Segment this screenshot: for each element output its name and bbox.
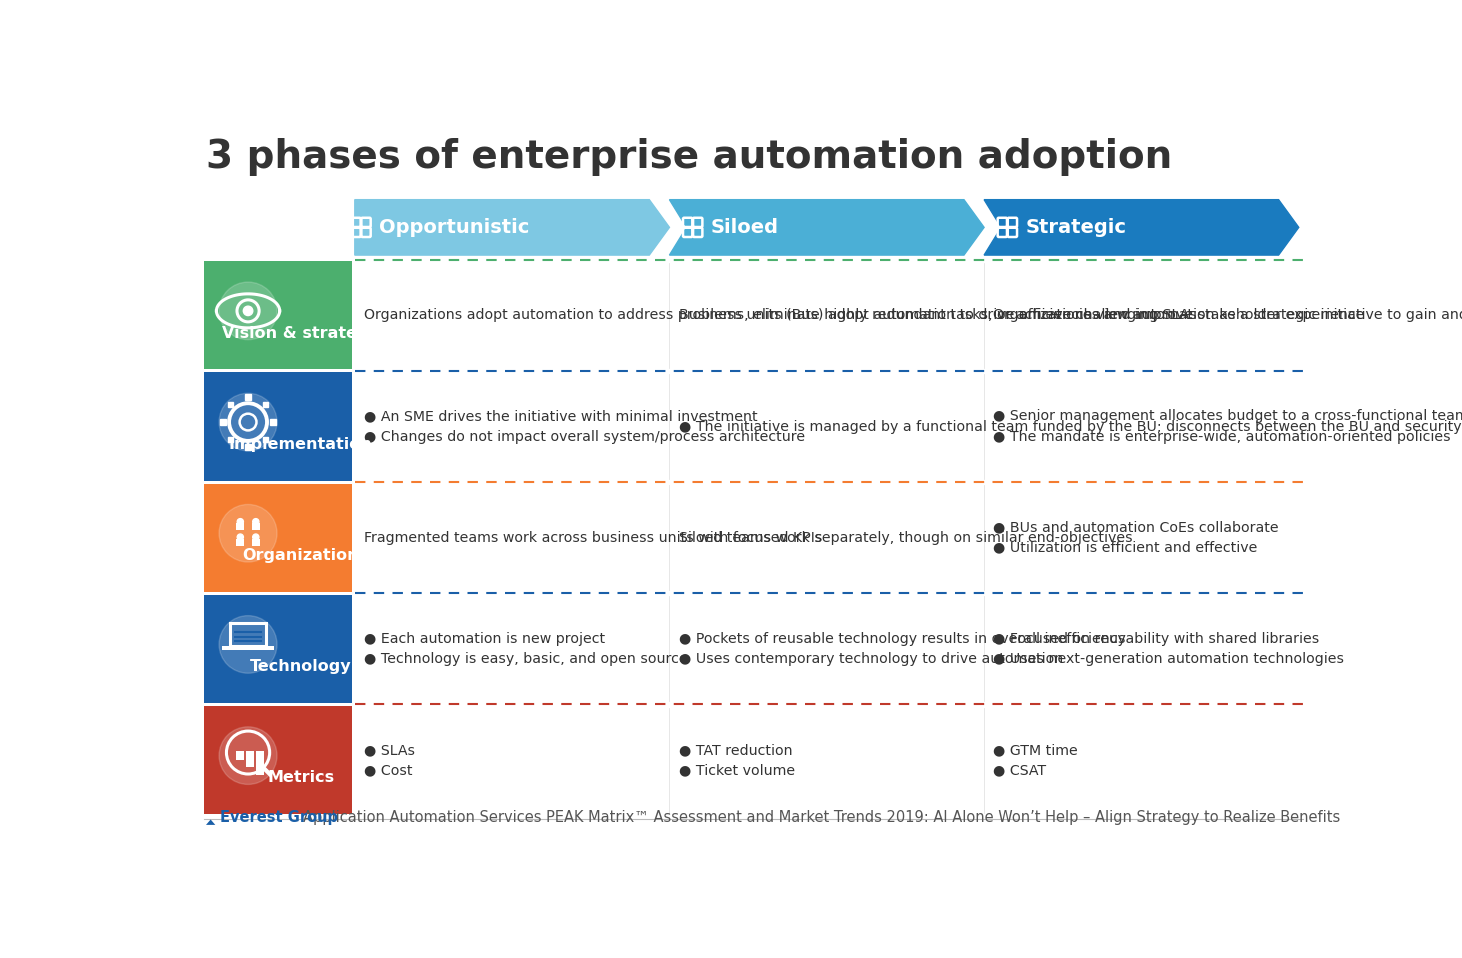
Text: Opportunistic: Opportunistic <box>379 217 529 237</box>
Text: Business units (Bus) adopt automation to drive efficiencies and improve stakehol: Business units (Bus) adopt automation to… <box>678 308 1364 322</box>
FancyBboxPatch shape <box>205 706 352 814</box>
Circle shape <box>219 505 276 562</box>
Text: Strategic: Strategic <box>1025 217 1126 237</box>
Circle shape <box>219 727 276 785</box>
Text: Vision & strategy: Vision & strategy <box>222 326 379 341</box>
Circle shape <box>253 534 259 540</box>
Bar <box>270 420 276 424</box>
Bar <box>263 401 269 407</box>
Bar <box>230 624 266 646</box>
Bar <box>237 523 244 530</box>
Circle shape <box>219 616 276 673</box>
Circle shape <box>237 534 243 540</box>
Text: Technology: Technology <box>250 659 351 674</box>
Text: ● BUs and automation CoEs collaborate
● Utilization is efficient and effective: ● BUs and automation CoEs collaborate ● … <box>993 520 1279 555</box>
FancyBboxPatch shape <box>205 262 352 370</box>
FancyBboxPatch shape <box>205 373 352 481</box>
Bar <box>221 420 225 424</box>
Text: ● Focused on reusability with shared libraries
● Uses next-generation automation: ● Focused on reusability with shared lib… <box>993 632 1345 666</box>
Circle shape <box>219 282 276 340</box>
Text: Organizations adopt automation to address problems, eliminate highly redundant t: Organizations adopt automation to addres… <box>364 308 1197 322</box>
FancyBboxPatch shape <box>205 484 352 592</box>
Polygon shape <box>670 199 984 255</box>
Circle shape <box>237 518 243 525</box>
Text: ● GTM time
● CSAT: ● GTM time ● CSAT <box>993 743 1077 777</box>
Bar <box>256 751 263 775</box>
Bar <box>263 437 269 443</box>
Text: Organization: Organization <box>243 548 360 563</box>
Text: Everest Group: Everest Group <box>219 810 338 825</box>
FancyBboxPatch shape <box>205 595 352 703</box>
Bar <box>251 538 260 545</box>
Text: ● Senior management allocates budget to a cross-functional team
● The mandate is: ● Senior management allocates budget to … <box>993 409 1462 444</box>
Text: Fragmented teams work across business units with focused KPIs: Fragmented teams work across business un… <box>364 531 823 545</box>
Text: Implementation: Implementation <box>228 437 373 452</box>
Bar <box>246 395 251 399</box>
Text: ● Pockets of reusable technology results in overall inefficiency
● Uses contempo: ● Pockets of reusable technology results… <box>678 632 1126 666</box>
Text: Siloed teams work separately, though on similar end-objectives: Siloed teams work separately, though on … <box>678 531 1133 545</box>
Circle shape <box>253 518 259 525</box>
Bar <box>246 445 251 449</box>
Text: Organizations view automation as a strategic initiative to gain and sustain comp: Organizations view automation as a strat… <box>993 308 1462 322</box>
Text: ● TAT reduction
● Ticket volume: ● TAT reduction ● Ticket volume <box>678 743 795 777</box>
Text: Application Automation Services PEAK Matrix™ Assessment and Market Trends 2019: : Application Automation Services PEAK Mat… <box>303 810 1341 825</box>
Circle shape <box>243 307 253 315</box>
Bar <box>237 751 244 760</box>
Bar <box>251 523 260 530</box>
Circle shape <box>219 393 276 451</box>
Polygon shape <box>206 819 215 825</box>
Text: Metrics: Metrics <box>268 770 335 786</box>
Text: ● An SME drives the initiative with minimal investment
● Changes do not impact o: ● An SME drives the initiative with mini… <box>364 409 806 444</box>
Text: ● The initiative is managed by a functional team funded by the BU; disconnects b: ● The initiative is managed by a functio… <box>678 420 1462 434</box>
Polygon shape <box>984 199 1298 255</box>
Text: 3 phases of enterprise automation adoption: 3 phases of enterprise automation adopti… <box>206 138 1173 176</box>
Bar <box>237 538 244 545</box>
Polygon shape <box>355 199 670 255</box>
Text: ● Each automation is new project
● Technology is easy, basic, and open source: ● Each automation is new project ● Techn… <box>364 632 687 666</box>
Bar <box>228 401 232 407</box>
Text: Siloed: Siloed <box>711 217 779 237</box>
Text: ● SLAs
● Cost: ● SLAs ● Cost <box>364 743 415 777</box>
Bar <box>246 751 253 766</box>
Bar <box>228 437 232 443</box>
Bar <box>222 646 273 650</box>
